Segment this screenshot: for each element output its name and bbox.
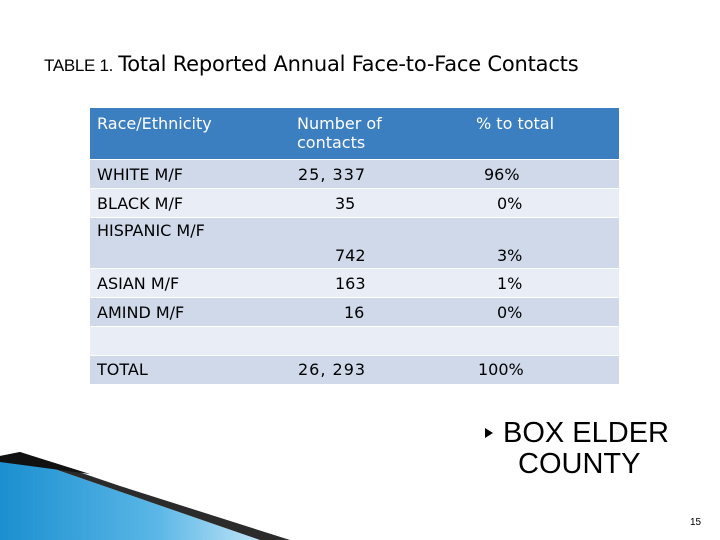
cell-group (90, 325, 290, 355)
cell-count: 35 (290, 187, 470, 217)
cell-count: 26, 293 (290, 354, 470, 384)
header-percent-to-total: % to total (470, 108, 619, 159)
county-label: BOX ELDER COUNTY (503, 418, 693, 480)
decorative-swoosh-graphic (0, 452, 290, 540)
title-prefix: TABLE 1. (44, 56, 114, 75)
table-row: WHITE M/F 25, 337 96% (90, 158, 619, 188)
cell-percent: 1% (470, 267, 619, 297)
title-main: Total Reported Annual Face-to-Face Conta… (118, 52, 579, 76)
county-line-2: COUNTY (518, 448, 641, 480)
page-number: 15 (690, 517, 702, 528)
cell-group: AMIND M/F (90, 296, 290, 326)
header-race-ethnicity: Race/Ethnicity (90, 108, 290, 159)
table-header-row: Race/Ethnicity Number of contacts % to t… (90, 108, 619, 159)
cell-group: WHITE M/F (90, 158, 290, 188)
table-row: ASIAN M/F 163 1% (90, 267, 619, 297)
county-line-1: BOX ELDER (503, 417, 669, 449)
table-row-total: TOTAL 26, 293 100% (90, 354, 619, 384)
cell-percent: 96% (470, 158, 619, 188)
cell-percent (470, 325, 619, 355)
cell-group: HISPANIC M/F (90, 216, 290, 268)
cell-count: 16 (290, 296, 470, 326)
cell-percent: 0% (470, 296, 619, 326)
cell-count: 25, 337 (290, 158, 470, 188)
table-row: HISPANIC M/F 742 3% (90, 216, 619, 268)
slide-title: TABLE 1. Total Reported Annual Face-to-F… (44, 52, 579, 76)
cell-group: ASIAN M/F (90, 267, 290, 297)
triangle-right-bullet-icon (485, 428, 493, 438)
cell-percent: 3% (470, 216, 619, 268)
table-row: AMIND M/F 16 0% (90, 296, 619, 326)
header-number-of-contacts: Number of contacts (290, 108, 470, 159)
cell-count: 163 (290, 267, 470, 297)
cell-count (290, 325, 470, 355)
cell-percent: 100% (470, 354, 619, 384)
contacts-table: Race/Ethnicity Number of contacts % to t… (90, 108, 619, 384)
cell-group: BLACK M/F (90, 187, 290, 217)
table-row (90, 325, 619, 355)
cell-group: TOTAL (90, 354, 290, 384)
table-row: BLACK M/F 35 0% (90, 187, 619, 217)
cell-count: 742 (290, 216, 470, 268)
cell-percent: 0% (470, 187, 619, 217)
